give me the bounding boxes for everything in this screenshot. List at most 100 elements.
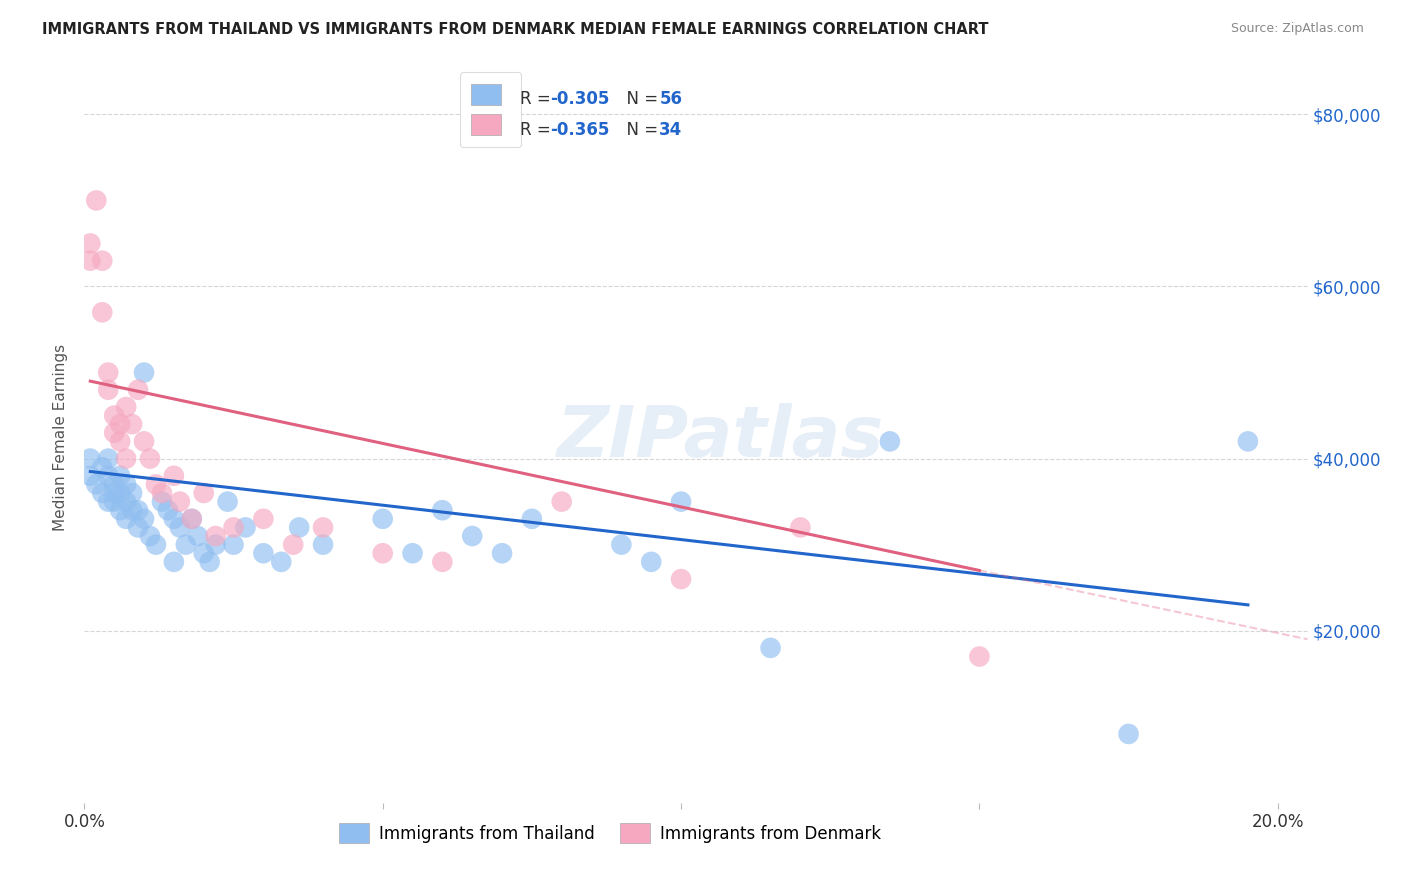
Point: [79, 253, 101, 268]
Point: [789, 520, 811, 534]
Point: [640, 555, 662, 569]
Point: [132, 366, 155, 380]
Point: [139, 529, 162, 543]
Text: Source: ZipAtlas.com: Source: ZipAtlas.com: [1230, 22, 1364, 36]
Point: [108, 486, 131, 500]
Point: [169, 520, 191, 534]
Point: [204, 538, 226, 552]
Point: [121, 417, 143, 432]
Text: 34: 34: [659, 121, 682, 139]
Text: IMMIGRANTS FROM THAILAND VS IMMIGRANTS FROM DENMARK MEDIAN FEMALE EARNINGS CORRE: IMMIGRANTS FROM THAILAND VS IMMIGRANTS F…: [42, 22, 988, 37]
Point: [156, 503, 179, 517]
Point: [1118, 727, 1140, 741]
Text: R =: R =: [520, 90, 555, 108]
Point: [252, 512, 274, 526]
Point: [150, 486, 173, 500]
Y-axis label: Median Female Earnings: Median Female Earnings: [53, 343, 69, 531]
Point: [97, 383, 120, 397]
Point: [204, 529, 226, 543]
Point: [312, 538, 335, 552]
Point: [139, 451, 162, 466]
Point: [235, 520, 257, 534]
Text: N =: N =: [616, 121, 664, 139]
Point: [193, 486, 215, 500]
Point: [103, 494, 125, 508]
Point: [97, 494, 120, 508]
Point: [669, 494, 692, 508]
Point: [145, 477, 167, 491]
Point: [103, 477, 125, 491]
Point: [91, 460, 114, 475]
Point: [127, 383, 149, 397]
Point: [163, 555, 186, 569]
Point: [551, 494, 574, 508]
Point: [288, 520, 311, 534]
Point: [84, 194, 107, 208]
Point: [103, 409, 125, 423]
Point: [759, 640, 782, 655]
Point: [610, 538, 633, 552]
Point: [180, 512, 202, 526]
Point: [1237, 434, 1260, 449]
Text: -0.365: -0.365: [550, 121, 610, 139]
Text: 56: 56: [659, 90, 682, 108]
Text: -0.305: -0.305: [550, 90, 610, 108]
Point: [461, 529, 484, 543]
Point: [132, 512, 155, 526]
Point: [84, 477, 107, 491]
Point: [969, 649, 991, 664]
Point: [283, 538, 305, 552]
Point: [97, 451, 120, 466]
Point: [121, 503, 143, 517]
Point: [79, 468, 101, 483]
Point: [115, 512, 138, 526]
Point: [193, 546, 215, 560]
Legend: Immigrants from Thailand, Immigrants from Denmark: Immigrants from Thailand, Immigrants fro…: [333, 817, 889, 849]
Text: R =: R =: [520, 121, 555, 139]
Point: [252, 546, 274, 560]
Point: [91, 305, 114, 319]
Point: [115, 451, 138, 466]
Point: [127, 520, 149, 534]
Point: [108, 434, 131, 449]
Point: [520, 512, 543, 526]
Point: [371, 512, 394, 526]
Point: [198, 555, 221, 569]
Point: [97, 366, 120, 380]
Point: [217, 494, 239, 508]
Point: [108, 503, 131, 517]
Point: [669, 572, 692, 586]
Point: [115, 477, 138, 491]
Point: [879, 434, 901, 449]
Point: [187, 529, 209, 543]
Point: [79, 451, 101, 466]
Point: [180, 512, 202, 526]
Point: [79, 236, 101, 251]
Point: [103, 425, 125, 440]
Point: [174, 538, 197, 552]
Point: [108, 417, 131, 432]
Point: [491, 546, 513, 560]
Text: N =: N =: [616, 90, 664, 108]
Point: [163, 512, 186, 526]
Point: [121, 486, 143, 500]
Point: [222, 538, 245, 552]
Point: [91, 253, 114, 268]
Point: [115, 494, 138, 508]
Point: [103, 486, 125, 500]
Point: [132, 434, 155, 449]
Point: [270, 555, 292, 569]
Point: [108, 468, 131, 483]
Point: [169, 494, 191, 508]
Point: [91, 486, 114, 500]
Point: [145, 538, 167, 552]
Text: ZIPatlas: ZIPatlas: [557, 402, 884, 472]
Point: [432, 503, 454, 517]
Point: [432, 555, 454, 569]
Point: [115, 400, 138, 414]
Point: [97, 468, 120, 483]
Point: [127, 503, 149, 517]
Point: [401, 546, 423, 560]
Point: [163, 468, 186, 483]
Point: [150, 494, 173, 508]
